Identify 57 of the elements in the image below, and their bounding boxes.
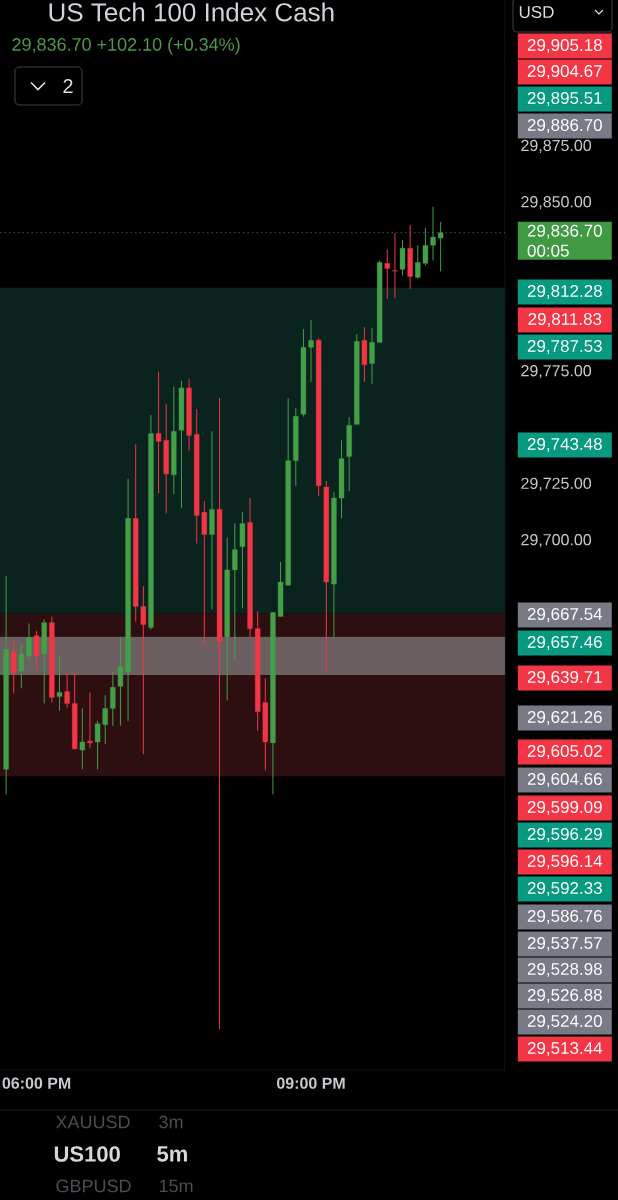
text: GBPUSD [56,1179,131,1193]
text: 29,524.20 [527,1014,602,1030]
text: 29,836.70 +102.10 (+0.34%) [12,37,240,55]
text: 29,895.51 [527,91,602,107]
text: 29,605.02 [527,744,602,760]
text: 29,513.44 [527,1041,603,1057]
text: 29,528.98 [527,962,602,978]
text: USD [519,5,554,19]
candlestick [232,522,238,660]
candlestick [392,232,398,299]
text: 29,812.28 [527,284,602,300]
text: 15m [159,1179,193,1193]
candlestick [110,671,116,727]
candlestick [79,707,85,770]
text: 29,667.54 [527,607,603,623]
text: 29,596.29 [527,827,602,843]
y-tick-label: 29,725.00 [521,477,592,491]
y-tick-label: 29,875.00 [521,139,592,153]
text: 00:05 [527,244,569,257]
text: 29,596.14 [527,854,603,870]
text: 29,604.66 [527,772,602,788]
text: 29,599.09 [527,800,602,816]
text: US100 [54,1146,120,1162]
y-tick-label: 29,775.00 [521,365,592,379]
candlestick [33,630,40,671]
y-tick-label: 29,700.00 [521,534,592,548]
x-tick-label: 06:00 PM [2,1077,71,1089]
text: 29,639.71 [527,670,602,686]
text: 29,787.53 [527,339,602,355]
text: 3m [159,1115,183,1129]
candlestick [56,656,63,712]
text: 29,811.83 [528,312,602,328]
text: 29,592.33 [527,881,602,897]
text: 29,743.48 [527,437,602,453]
candlestick [87,691,93,749]
text: 29,537.57 [527,936,602,952]
text: 29,657.46 [527,635,602,651]
y-tick-label: 29,850.00 [521,196,592,210]
x-tick-label: 09:00 PM [276,1077,345,1089]
ref-line-label: 29,836.70 [527,224,602,239]
chart-title: US Tech 100 Index Cash [49,2,334,22]
text: 29,621.26 [527,710,602,726]
text: XAUUSD [55,1115,130,1129]
candlestick [369,327,375,385]
candlestick [64,672,70,709]
text: 29,904.67 [527,64,602,80]
candlestick [11,639,17,694]
text: 29,526.88 [527,988,602,1004]
candlestick [239,511,246,609]
candlestick [384,248,390,300]
text: 29,586.76 [527,909,602,925]
text: 29,905.18 [527,38,602,54]
candlestick [308,319,314,383]
text: 29,886.70 [527,118,602,134]
candlestick [399,239,406,276]
text: 5m [157,1146,187,1162]
annotation: 2 [63,79,73,93]
